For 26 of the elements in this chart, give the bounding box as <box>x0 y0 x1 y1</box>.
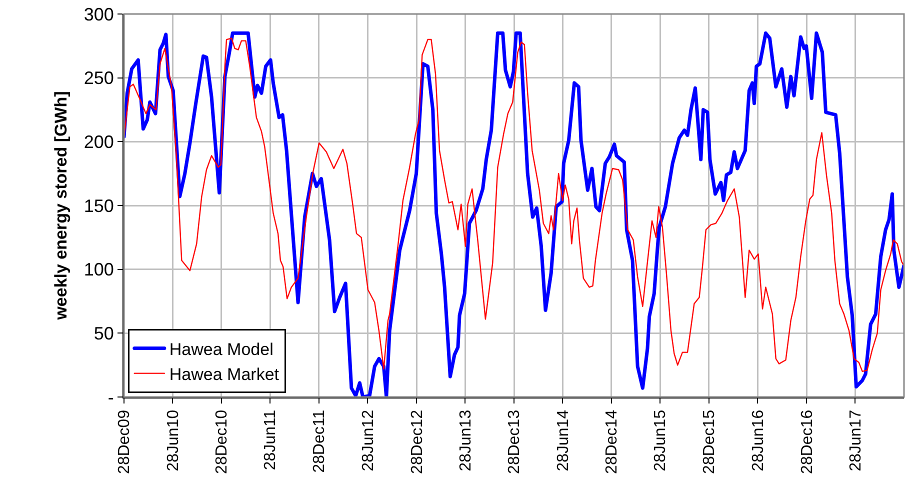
x-tick-label: 28Dec15 <box>701 410 718 474</box>
x-tick-label: 28Jun15 <box>652 410 670 472</box>
x-tick-label: 28Dec12 <box>408 410 426 474</box>
y-tick-label: 50 <box>94 323 114 344</box>
y-tick-label: 200 <box>84 132 114 152</box>
y-tick-label: 150 <box>84 196 114 216</box>
x-tick-label: 28Jun12 <box>360 410 377 472</box>
x-tick-label: 28Jun10 <box>164 410 182 472</box>
legend-label: Hawea Market <box>169 364 280 384</box>
x-tick-label: 28Dec09 <box>116 410 134 474</box>
x-tick-label: 28Jun17 <box>847 410 864 472</box>
x-tick-label: 28Jun14 <box>554 410 572 472</box>
x-tick-label: 28Dec11 <box>311 410 328 473</box>
x-tick-label: 28Jun16 <box>750 410 767 472</box>
x-tick-label: 28Dec14 <box>604 410 621 474</box>
x-tick-label: 28Jun11 <box>262 410 280 470</box>
x-tick-label: 28Dec13 <box>506 410 524 474</box>
x-tick-label: 28Dec10 <box>214 410 231 474</box>
y-tick-label: 250 <box>84 68 114 88</box>
x-tick-label: 28Jun13 <box>457 410 474 472</box>
y-tick-label: 300 <box>84 4 114 24</box>
y-tick-label: - <box>108 387 114 408</box>
x-tick-label: 28Dec16 <box>798 410 816 474</box>
y-axis-title: weekly energy stored [GWh] <box>52 91 71 321</box>
y-tick-label: 100 <box>84 260 114 280</box>
legend-label: Hawea Model <box>169 340 274 359</box>
